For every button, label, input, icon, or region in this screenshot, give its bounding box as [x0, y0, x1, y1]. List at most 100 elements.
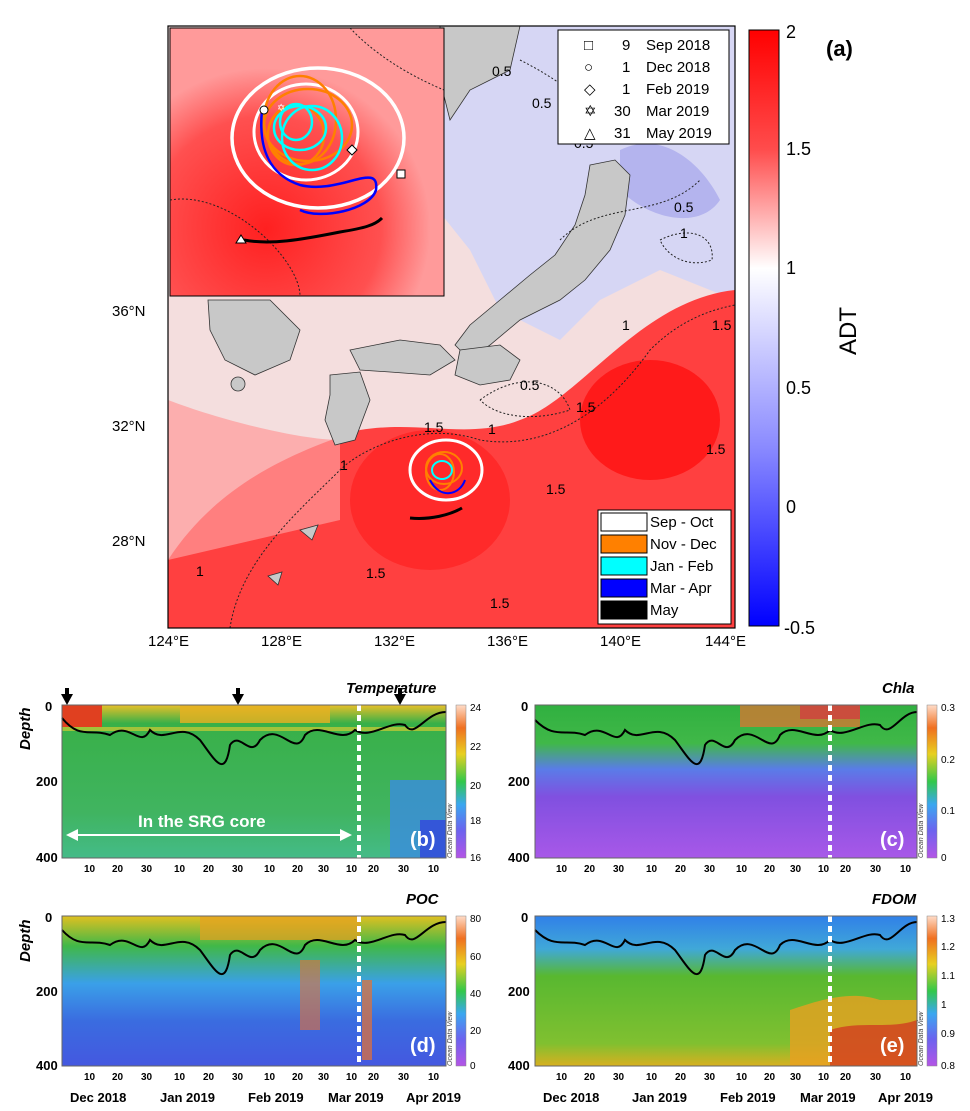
ytick: 400	[508, 850, 530, 865]
day-tick: 20	[675, 1072, 687, 1083]
day-tick: 30	[870, 864, 882, 875]
legend-swatch-may	[600, 600, 648, 620]
panel-chla: (c) Chla	[534, 680, 918, 859]
legend-symbol: □	[584, 37, 593, 54]
day-tick: 30	[613, 1072, 625, 1083]
legend-day: 1	[622, 59, 630, 76]
day-tick: 10	[900, 864, 912, 875]
contour-label: 0.5	[492, 63, 512, 79]
day-tick: 30	[870, 1072, 882, 1083]
legend-label: Sep - Oct	[650, 514, 714, 531]
panel-title-poc: POC	[406, 891, 440, 908]
cbar-tick: 40	[470, 989, 482, 1000]
cbar-tick: 1.2	[941, 942, 955, 953]
cbar-tick: 24	[470, 703, 482, 714]
cbar-tick: 1.3	[941, 914, 955, 925]
day-tick: 10	[736, 864, 748, 875]
ytick: 0	[45, 699, 52, 714]
legend-label: Jan - Feb	[650, 558, 713, 575]
contour-label: 1.5	[490, 595, 510, 611]
odv-watermark: Ocean Data View	[447, 1011, 454, 1066]
day-tick: 30	[790, 1072, 802, 1083]
day-tick: 20	[764, 1072, 776, 1083]
day-tick: 20	[112, 1072, 124, 1083]
legend-date: May 2019	[646, 125, 712, 142]
day-tick: 10	[264, 1072, 276, 1083]
legend-date: Mar 2019	[646, 103, 709, 120]
panel-label-e: (e)	[880, 1035, 904, 1057]
panel-label-b: (b)	[410, 829, 436, 851]
legend-symbol: ✡	[584, 103, 597, 120]
day-tick: 10	[818, 864, 830, 875]
ytick: 400	[36, 1058, 58, 1073]
panel-title-fdom: FDOM	[872, 891, 917, 908]
month-label: Feb 2019	[248, 1090, 304, 1105]
contour-label: 1.5	[706, 441, 726, 457]
contour-label: 1.5	[546, 481, 566, 497]
legend-swatch-sep-oct	[600, 512, 648, 532]
month-label: Apr 2019	[406, 1090, 461, 1105]
day-tick: 10	[646, 864, 658, 875]
symbol-legend: □ 9 Sep 2018 ○ 1 Dec 2018 ◇ 1 Feb 2019 ✡…	[557, 29, 730, 145]
legend-swatch-jan-feb	[600, 556, 648, 576]
map-lon-ticks: 124°E 128°E 132°E 136°E 140°E 144°E	[148, 633, 746, 650]
cbar-tick: 80	[470, 914, 482, 925]
contour-label: 1	[340, 457, 348, 473]
cbar-tick: 0.1	[941, 806, 955, 817]
cbar-tick: 18	[470, 816, 482, 827]
day-tick: 20	[584, 864, 596, 875]
month-label: Dec 2018	[543, 1090, 599, 1105]
contour-label: 0.5	[674, 199, 694, 215]
legend-label: May	[650, 602, 679, 619]
day-tick: 30	[232, 864, 244, 875]
month-label: Mar 2019	[328, 1090, 384, 1105]
day-tick: 10	[84, 864, 96, 875]
legend-day: 1	[622, 81, 630, 98]
contour-labels: 0.5 0.5 0.5 1 0.5 1 1.5 0.5 1.5 1 1.5 1.…	[196, 63, 732, 611]
day-tick: 20	[764, 864, 776, 875]
legend-date: Dec 2018	[646, 59, 710, 76]
lon-tick: 136°E	[487, 633, 528, 650]
contour-label: 1.5	[712, 317, 732, 333]
lon-tick: 144°E	[705, 633, 746, 650]
period-legend: Sep - Oct Nov - Dec Jan - Feb Mar - Apr …	[597, 509, 732, 625]
month-label: Feb 2019	[720, 1090, 776, 1105]
day-tick: 10	[428, 864, 440, 875]
day-tick: 10	[264, 864, 276, 875]
day-tick: 30	[141, 1072, 153, 1083]
odv-watermark: Ocean Data View	[918, 1011, 925, 1066]
day-tick: 10	[736, 1072, 748, 1083]
lon-tick: 124°E	[148, 633, 189, 650]
day-tick: 20	[840, 864, 852, 875]
day-tick: 10	[900, 1072, 912, 1083]
section-colorbars: 24 22 20 18 16 0.3 0.2 0.1 0 80 60 40 20…	[447, 703, 955, 1072]
day-tick: 20	[840, 1072, 852, 1083]
month-label: Mar 2019	[800, 1090, 856, 1105]
ylabel-depth: Depth	[17, 920, 34, 963]
panel-title-temperature: Temperature	[346, 680, 436, 697]
colorbar-tick: 2	[786, 22, 796, 42]
month-label: Apr 2019	[878, 1090, 933, 1105]
lon-tick: 128°E	[261, 633, 302, 650]
cbar-tick: 1.1	[941, 971, 955, 982]
colorbar-tick: 0	[786, 497, 796, 517]
ytick: 200	[36, 774, 58, 789]
day-tick: 30	[613, 864, 625, 875]
ytick: 0	[521, 910, 528, 925]
contour-label: 0.5	[532, 95, 552, 111]
legend-symbol: ◇	[584, 81, 596, 98]
day-tick: 20	[203, 864, 215, 875]
contour-label: 1.5	[424, 419, 444, 435]
cbar-tick: 0	[470, 1061, 476, 1072]
day-tick: 30	[141, 864, 153, 875]
contour-label: 1	[196, 563, 204, 579]
cbar-tick: 20	[470, 1026, 482, 1037]
colorbar-tick: -0.5	[784, 618, 815, 638]
cbar-tick: 20	[470, 781, 482, 792]
colorbar-tick: 1	[786, 258, 796, 278]
map-frame	[167, 25, 736, 629]
panel-label-d: (d)	[410, 1035, 436, 1057]
legend-symbol: △	[584, 125, 596, 142]
month-label: Dec 2018	[70, 1090, 126, 1105]
cbar-tick: 0.2	[941, 755, 955, 766]
